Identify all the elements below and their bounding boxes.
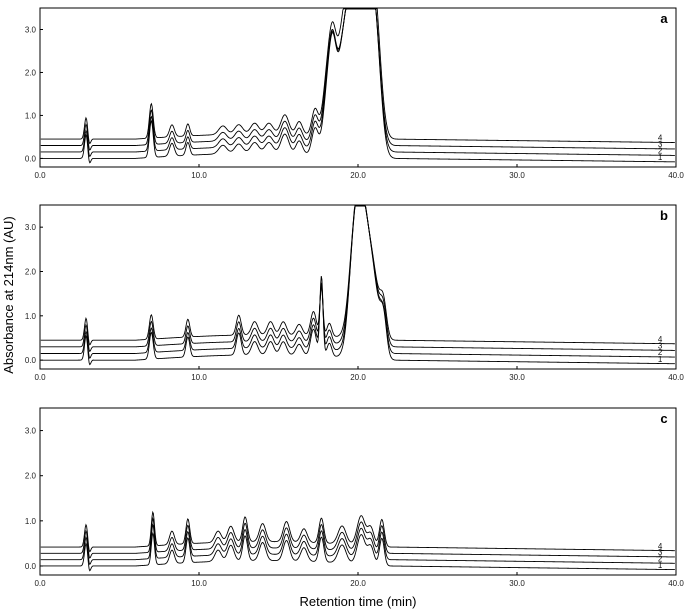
- panel-letter: a: [660, 11, 668, 26]
- y-tick-label: 3.0: [25, 25, 37, 34]
- trace-label: 2: [658, 147, 663, 156]
- trace-3: [40, 517, 675, 559]
- x-tick-label: 0.0: [34, 373, 46, 382]
- trace-2: [40, 8, 675, 158]
- y-tick-label: 0.0: [25, 154, 37, 163]
- y-tick-label: 3.0: [25, 427, 37, 436]
- x-tick-label: 20.0: [350, 171, 366, 180]
- trace-label: 4: [658, 335, 663, 344]
- trace-label: 4: [658, 542, 663, 551]
- trace-1: [40, 205, 675, 366]
- trace-3: [40, 8, 675, 151]
- y-tick-label: 0.0: [25, 562, 37, 571]
- x-tick-label: 30.0: [509, 579, 525, 588]
- x-tick-label: 30.0: [509, 373, 525, 382]
- y-tick-label: 1.0: [25, 312, 37, 321]
- panel-letter: b: [660, 208, 668, 223]
- x-tick-label: 40.0: [668, 373, 684, 382]
- plot-frame: [39, 204, 677, 370]
- x-tick-label: 0.0: [34, 579, 46, 588]
- trace-1: [40, 532, 675, 572]
- y-axis-title: Absorbance at 214nm (AU): [1, 216, 16, 374]
- trace-label: 3: [658, 548, 663, 557]
- trace-label: 2: [658, 554, 663, 563]
- y-tick-label: 3.0: [25, 223, 37, 232]
- x-tick-label: 20.0: [350, 579, 366, 588]
- x-tick-label: 40.0: [668, 171, 684, 180]
- trace-label: 3: [658, 140, 663, 149]
- x-tick-label: 30.0: [509, 171, 525, 180]
- trace-label: 2: [658, 348, 663, 357]
- x-tick-label: 0.0: [34, 171, 46, 180]
- trace-label: 3: [658, 342, 663, 351]
- y-tick-label: 2.0: [25, 267, 37, 276]
- trace-3: [40, 205, 675, 353]
- plot-frame: [39, 7, 677, 168]
- x-tick-label: 20.0: [350, 373, 366, 382]
- x-tick-label: 10.0: [191, 171, 207, 180]
- panel-letter: c: [660, 411, 667, 426]
- trace-label: 1: [658, 561, 663, 570]
- trace-2: [40, 205, 675, 359]
- y-tick-label: 2.0: [25, 68, 37, 77]
- trace-4: [40, 8, 675, 145]
- y-tick-label: 0.0: [25, 356, 37, 365]
- trace-4: [40, 510, 675, 553]
- trace-label: 1: [658, 153, 663, 162]
- trace-4: [40, 205, 675, 346]
- trace-label: 1: [658, 355, 663, 364]
- trace-2: [40, 523, 675, 566]
- trace-label: 4: [658, 134, 663, 143]
- x-tick-label: 40.0: [668, 579, 684, 588]
- trace-1: [40, 8, 675, 164]
- x-tick-label: 10.0: [191, 579, 207, 588]
- y-tick-label: 1.0: [25, 517, 37, 526]
- y-tick-label: 1.0: [25, 111, 37, 120]
- x-axis-title: Retention time (min): [299, 594, 416, 609]
- x-tick-label: 10.0: [191, 373, 207, 382]
- y-tick-label: 2.0: [25, 472, 37, 481]
- plot-frame: [39, 407, 677, 576]
